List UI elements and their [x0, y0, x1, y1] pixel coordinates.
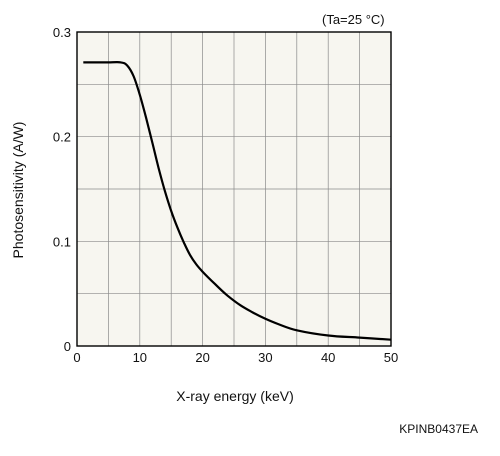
x-axis-label: X-ray energy (keV)	[176, 388, 294, 404]
x-tick-label: 30	[258, 350, 272, 365]
y-tick-label: 0.2	[53, 130, 71, 145]
plot-frame	[76, 31, 392, 347]
y-axis-ticks: 0 0.1 0.2 0.3	[53, 25, 71, 354]
x-tick-label: 10	[133, 350, 147, 365]
y-axis-label: Photosensitivity (A/W)	[10, 121, 26, 259]
x-tick-label: 40	[321, 350, 335, 365]
grid	[77, 32, 391, 346]
figure-code: KPINB0437EA	[399, 422, 478, 436]
series-line	[83, 61, 392, 341]
condition-note: (Ta=25 °C)	[322, 12, 385, 27]
x-tick-label: 50	[384, 350, 398, 365]
x-tick-label: 20	[195, 350, 209, 365]
y-tick-label: 0	[64, 339, 71, 354]
x-tick-label: 0	[73, 350, 80, 365]
y-tick-label: 0.3	[53, 25, 71, 40]
x-axis-ticks: 0 10 20 30 40 50	[73, 350, 398, 365]
y-tick-label: 0.1	[53, 234, 71, 249]
